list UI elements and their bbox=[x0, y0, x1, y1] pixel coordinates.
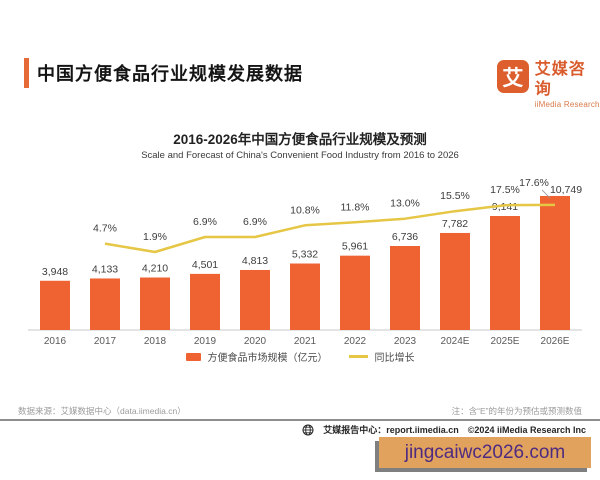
growth-line bbox=[104, 203, 556, 254]
bar-value-2018: 4,210 bbox=[142, 263, 168, 275]
x-label-2022: 2022 bbox=[344, 336, 367, 347]
x-label-2017: 2017 bbox=[94, 336, 117, 347]
copyright-text: ©2024 iiMedia Research Inc bbox=[467, 424, 586, 435]
bar-2022 bbox=[340, 255, 370, 330]
growth-label-2020: 6.9% bbox=[243, 216, 267, 228]
logo-name-cn: 艾媒咨询 bbox=[534, 61, 586, 98]
logo-text: 艾媒咨询 iiMedia Research bbox=[535, 60, 600, 109]
page-title: 中国方便食品行业规模发展数据 bbox=[37, 64, 303, 84]
growth-label-2019: 6.9% bbox=[193, 216, 217, 228]
bar-2023 bbox=[390, 246, 420, 330]
estimate-note: 注：含“E”的年份为预估或预测数值 bbox=[451, 406, 582, 416]
bar-value-2023: 6,736 bbox=[392, 231, 418, 243]
growth-label-2017: 4.7% bbox=[93, 223, 117, 235]
x-label-2026E: 2026E bbox=[541, 336, 570, 347]
x-label-2020: 2020 bbox=[244, 336, 267, 347]
x-label-2019: 2019 bbox=[194, 336, 217, 347]
iimedia-logo: 艾 艾媒咨询 iiMedia Research bbox=[497, 60, 600, 109]
bar-value-2026E: 10,749 bbox=[550, 184, 582, 196]
bar-2024E bbox=[440, 232, 470, 330]
legend-line-label: 同比增长 bbox=[374, 353, 415, 364]
x-label-2021: 2021 bbox=[294, 336, 317, 347]
growth-label-2018: 1.9% bbox=[143, 231, 167, 243]
x-label-2018: 2018 bbox=[144, 336, 167, 347]
chart-subtitle: Scale and Forecast of China's Convenient… bbox=[141, 150, 459, 161]
bar-2021 bbox=[290, 263, 320, 330]
bar-value-2020: 4,813 bbox=[242, 255, 268, 267]
x-label-2016: 2016 bbox=[44, 336, 67, 347]
watermark-text: jingcaiwc2026.com bbox=[404, 441, 566, 463]
bar-2018 bbox=[140, 277, 170, 330]
watermark-banner: jingcaiwc2026.com bbox=[379, 437, 591, 468]
bar-value-2019: 4,501 bbox=[192, 259, 218, 271]
bar-2019 bbox=[190, 273, 220, 330]
bar-value-2017: 4,133 bbox=[92, 263, 118, 275]
bar-value-2016: 3,948 bbox=[42, 266, 68, 278]
footer-divider bbox=[0, 419, 600, 421]
report-center-text: 艾媒报告中心：report.iimedia.cn bbox=[323, 425, 459, 435]
footer-notes: 数据来源：艾媒数据中心（data.iimedia.cn） 注：含“E”的年份为预… bbox=[18, 405, 582, 417]
x-label-2023: 2023 bbox=[394, 336, 417, 347]
x-label-2025E: 2025E bbox=[491, 336, 520, 347]
growth-label-connector bbox=[541, 189, 551, 199]
chart-title: 2016-2026年中国方便食品行业规模及预测 bbox=[173, 132, 427, 147]
logo-glyph: 艾 bbox=[502, 66, 524, 90]
bar-2026E bbox=[540, 195, 570, 330]
legend-bar-swatch bbox=[185, 352, 201, 361]
bar-value-2022: 5,961 bbox=[342, 241, 368, 253]
bar-value-2024E: 7,782 bbox=[442, 218, 468, 230]
x-label-2024E: 2024E bbox=[441, 336, 470, 347]
legend-bar-label: 方便食品市场规模（亿元） bbox=[207, 353, 328, 364]
logo-name-en: iiMedia Research bbox=[534, 100, 600, 109]
growth-label-2021: 10.8% bbox=[290, 204, 320, 216]
growth-label-2024E: 15.5% bbox=[440, 190, 470, 202]
title-accent-bar bbox=[24, 58, 29, 88]
bar-value-2021: 5,332 bbox=[292, 249, 318, 261]
legend-line-swatch bbox=[348, 355, 368, 358]
growth-label-2022: 11.8% bbox=[341, 201, 370, 213]
iimedia-logo-icon: 艾 bbox=[497, 60, 529, 93]
growth-label-2025E: 17.5% bbox=[490, 184, 520, 196]
footer-report-line: 艾媒报告中心：report.iimedia.cn ©2024 iiMedia R… bbox=[302, 423, 586, 436]
bar-2025E bbox=[490, 216, 520, 330]
bar-2016 bbox=[40, 280, 70, 330]
bar-2020 bbox=[240, 269, 270, 330]
growth-label-2026E: 17.6% bbox=[519, 177, 549, 189]
growth-label-2023: 13.0% bbox=[390, 198, 420, 210]
chart-legend: 方便食品市场规模（亿元） 同比增长 bbox=[0, 349, 600, 364]
bar-line-chart: 3,948 2016 4,133 2017 4,210 2018 4,501 2019 4,81… bbox=[28, 177, 582, 347]
globe-icon bbox=[302, 424, 314, 435]
bar-2017 bbox=[90, 278, 120, 330]
data-source-note: 数据来源：艾媒数据中心（data.iimedia.cn） bbox=[18, 406, 186, 416]
